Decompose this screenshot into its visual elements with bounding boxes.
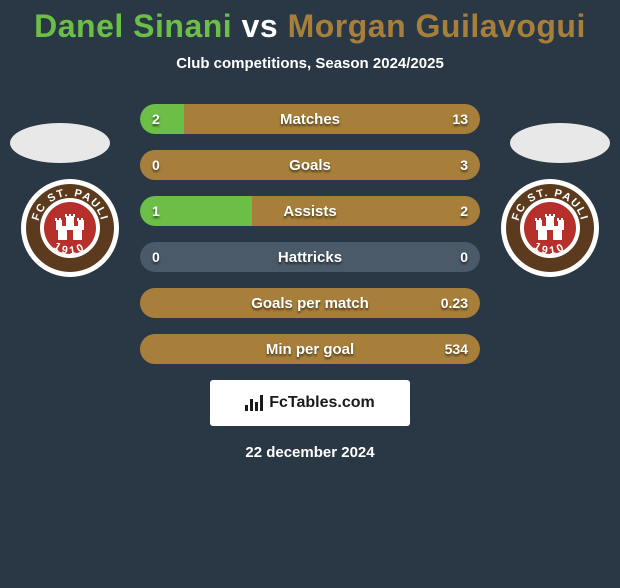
stat-row: Goals0 3 <box>140 150 480 180</box>
subtitle-text: Club competitions, Season 2024/2025 <box>0 55 620 72</box>
stat-value-left: 0 <box>152 150 160 180</box>
stat-label: Min per goal <box>140 334 480 364</box>
attribution-text: FcTables.com <box>269 394 375 412</box>
comparison-title: Danel Sinani vs Morgan Guilavogui <box>0 8 620 45</box>
stat-label: Assists <box>140 196 480 226</box>
vs-text: vs <box>242 8 279 44</box>
player1-club-badge: FC ST. PAULI 1910 <box>20 178 120 278</box>
date-text: 22 december 2024 <box>0 444 620 461</box>
stat-label: Hattricks <box>140 242 480 272</box>
stat-value-right: 0.23 <box>441 288 468 318</box>
player2-club-badge: FC ST. PAULI 1910 <box>500 178 600 278</box>
stat-row: Hattricks0 0 <box>140 242 480 272</box>
stat-value-right: 534 <box>445 334 468 364</box>
bar-chart-icon <box>245 395 263 411</box>
stat-value-left: 2 <box>152 104 160 134</box>
stat-row: Goals per match0.23 <box>140 288 480 318</box>
stat-value-left: 0 <box>152 242 160 272</box>
stat-value-right: 13 <box>452 104 468 134</box>
stat-value-right: 0 <box>460 242 468 272</box>
stat-label: Goals per match <box>140 288 480 318</box>
stats-bars-container: Matches213Goals03Assists12Hattricks00Goa… <box>140 104 480 364</box>
stat-label: Matches <box>140 104 480 134</box>
stat-row: Matches2 13 <box>140 104 480 134</box>
stat-row: Min per goal534 <box>140 334 480 364</box>
stat-row: Assists1 2 <box>140 196 480 226</box>
attribution-box: FcTables.com <box>210 380 410 426</box>
stat-value-right: 3 <box>460 150 468 180</box>
stat-value-left: 1 <box>152 196 160 226</box>
player1-name: Danel Sinani <box>34 8 232 44</box>
player2-head-placeholder <box>510 123 610 163</box>
player1-head-placeholder <box>10 123 110 163</box>
stat-value-right: 2 <box>460 196 468 226</box>
player2-name: Morgan Guilavogui <box>288 8 586 44</box>
stat-label: Goals <box>140 150 480 180</box>
